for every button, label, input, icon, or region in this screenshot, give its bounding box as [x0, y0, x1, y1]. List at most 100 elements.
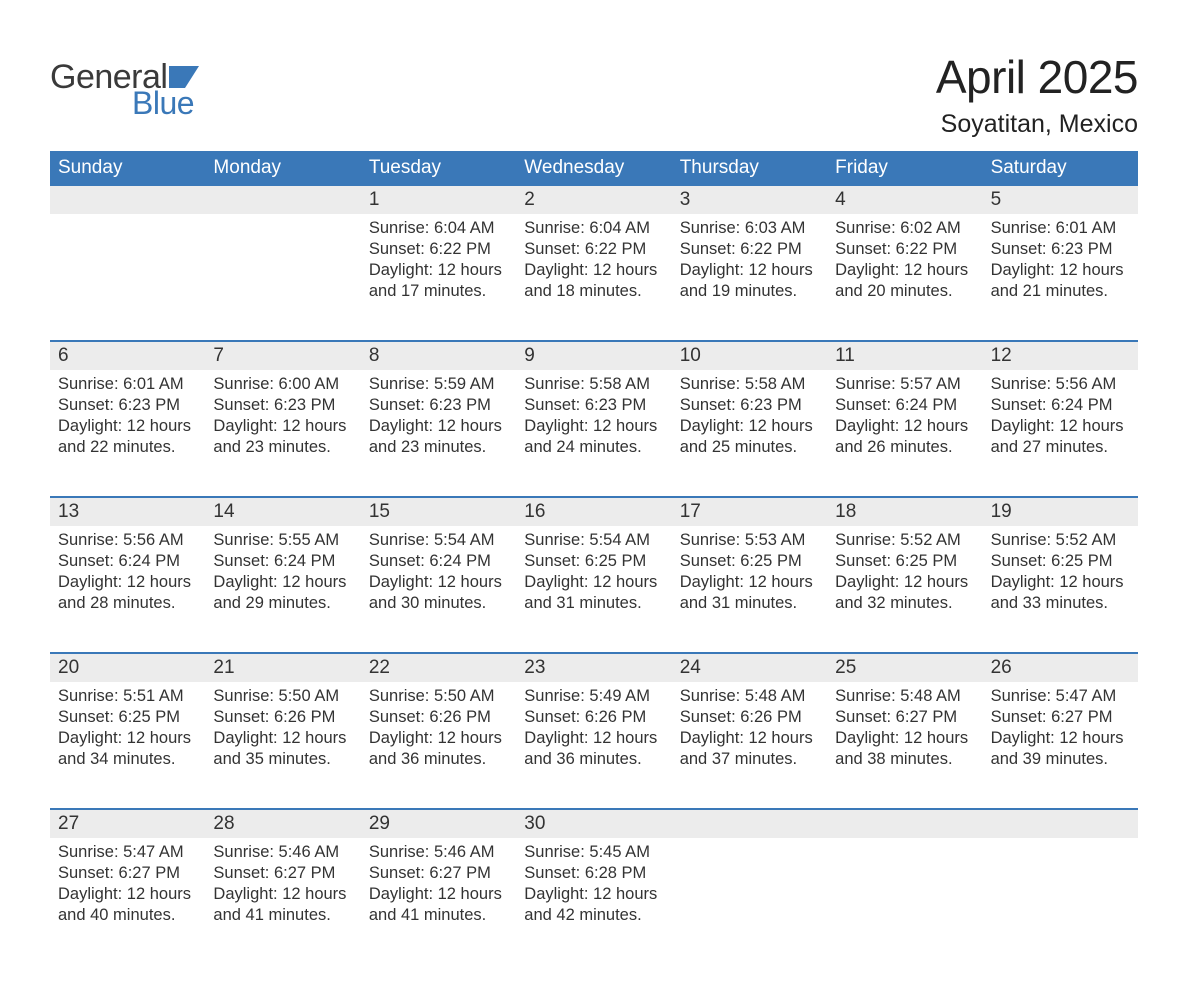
day-content — [205, 214, 360, 324]
sunrise-line: Sunrise: 5:48 AM — [835, 686, 974, 707]
day-content: Sunrise: 5:47 AMSunset: 6:27 PMDaylight:… — [50, 838, 205, 948]
sunrise-line: Sunrise: 5:56 AM — [991, 374, 1130, 395]
day-number: 11 — [827, 342, 982, 370]
day-content: Sunrise: 5:50 AMSunset: 6:26 PMDaylight:… — [361, 682, 516, 792]
day-number: 17 — [672, 498, 827, 526]
sunset-line: Sunset: 6:27 PM — [991, 707, 1130, 728]
day-content: Sunrise: 5:48 AMSunset: 6:26 PMDaylight:… — [672, 682, 827, 792]
sunrise-line: Sunrise: 6:02 AM — [835, 218, 974, 239]
sunrise-line: Sunrise: 5:46 AM — [369, 842, 508, 863]
logo: General Blue — [50, 58, 199, 122]
sunrise-line: Sunrise: 5:50 AM — [369, 686, 508, 707]
day-number: 6 — [50, 342, 205, 370]
day-number: 14 — [205, 498, 360, 526]
weekday-header-cell: Sunday — [50, 151, 205, 186]
sunrise-line: Sunrise: 6:01 AM — [991, 218, 1130, 239]
sunset-line: Sunset: 6:27 PM — [835, 707, 974, 728]
day-content: Sunrise: 6:04 AMSunset: 6:22 PMDaylight:… — [361, 214, 516, 324]
day-number: 1 — [361, 186, 516, 214]
weekday-header-cell: Friday — [827, 151, 982, 186]
day-number — [50, 186, 205, 214]
day-content: Sunrise: 5:54 AMSunset: 6:25 PMDaylight:… — [516, 526, 671, 636]
day-content: Sunrise: 6:03 AMSunset: 6:22 PMDaylight:… — [672, 214, 827, 324]
day-number: 13 — [50, 498, 205, 526]
sunset-line: Sunset: 6:22 PM — [680, 239, 819, 260]
daylight-line: Daylight: 12 hours and 36 minutes. — [369, 728, 508, 770]
day-number: 9 — [516, 342, 671, 370]
day-content: Sunrise: 5:46 AMSunset: 6:27 PMDaylight:… — [361, 838, 516, 948]
sunset-line: Sunset: 6:27 PM — [369, 863, 508, 884]
sunrise-line: Sunrise: 6:04 AM — [369, 218, 508, 239]
sunrise-line: Sunrise: 5:57 AM — [835, 374, 974, 395]
sunrise-line: Sunrise: 5:48 AM — [680, 686, 819, 707]
day-content: Sunrise: 5:51 AMSunset: 6:25 PMDaylight:… — [50, 682, 205, 792]
sunset-line: Sunset: 6:23 PM — [991, 239, 1130, 260]
logo-text-blue: Blue — [132, 85, 199, 122]
day-number: 7 — [205, 342, 360, 370]
day-number: 8 — [361, 342, 516, 370]
day-content: Sunrise: 5:57 AMSunset: 6:24 PMDaylight:… — [827, 370, 982, 480]
daylight-line: Daylight: 12 hours and 24 minutes. — [524, 416, 663, 458]
sunrise-line: Sunrise: 5:49 AM — [524, 686, 663, 707]
day-number — [672, 810, 827, 838]
sunrise-line: Sunrise: 5:54 AM — [524, 530, 663, 551]
sunset-line: Sunset: 6:23 PM — [213, 395, 352, 416]
weekday-header-cell: Wednesday — [516, 151, 671, 186]
calendar: SundayMondayTuesdayWednesdayThursdayFrid… — [50, 151, 1138, 948]
sunset-line: Sunset: 6:25 PM — [680, 551, 819, 572]
daylight-line: Daylight: 12 hours and 37 minutes. — [680, 728, 819, 770]
day-number: 26 — [983, 654, 1138, 682]
day-content: Sunrise: 5:55 AMSunset: 6:24 PMDaylight:… — [205, 526, 360, 636]
sunset-line: Sunset: 6:23 PM — [524, 395, 663, 416]
day-content: Sunrise: 5:53 AMSunset: 6:25 PMDaylight:… — [672, 526, 827, 636]
daylight-line: Daylight: 12 hours and 20 minutes. — [835, 260, 974, 302]
day-content: Sunrise: 5:46 AMSunset: 6:27 PMDaylight:… — [205, 838, 360, 948]
day-content: Sunrise: 5:50 AMSunset: 6:26 PMDaylight:… — [205, 682, 360, 792]
daylight-line: Daylight: 12 hours and 38 minutes. — [835, 728, 974, 770]
sunrise-line: Sunrise: 5:50 AM — [213, 686, 352, 707]
sunrise-line: Sunrise: 5:53 AM — [680, 530, 819, 551]
sunset-line: Sunset: 6:26 PM — [369, 707, 508, 728]
sunset-line: Sunset: 6:23 PM — [369, 395, 508, 416]
sunset-line: Sunset: 6:27 PM — [58, 863, 197, 884]
day-number: 16 — [516, 498, 671, 526]
day-content: Sunrise: 5:52 AMSunset: 6:25 PMDaylight:… — [827, 526, 982, 636]
sunrise-line: Sunrise: 6:00 AM — [213, 374, 352, 395]
day-content — [827, 838, 982, 948]
day-number: 21 — [205, 654, 360, 682]
sunset-line: Sunset: 6:24 PM — [213, 551, 352, 572]
sunset-line: Sunset: 6:25 PM — [524, 551, 663, 572]
sunset-line: Sunset: 6:24 PM — [991, 395, 1130, 416]
sunrise-line: Sunrise: 5:55 AM — [213, 530, 352, 551]
day-number: 24 — [672, 654, 827, 682]
daylight-line: Daylight: 12 hours and 28 minutes. — [58, 572, 197, 614]
daylight-line: Daylight: 12 hours and 26 minutes. — [835, 416, 974, 458]
day-content: Sunrise: 5:49 AMSunset: 6:26 PMDaylight:… — [516, 682, 671, 792]
day-content: Sunrise: 6:00 AMSunset: 6:23 PMDaylight:… — [205, 370, 360, 480]
daylight-line: Daylight: 12 hours and 21 minutes. — [991, 260, 1130, 302]
day-number: 20 — [50, 654, 205, 682]
daylight-line: Daylight: 12 hours and 36 minutes. — [524, 728, 663, 770]
daylight-line: Daylight: 12 hours and 27 minutes. — [991, 416, 1130, 458]
daylight-line: Daylight: 12 hours and 29 minutes. — [213, 572, 352, 614]
day-number: 22 — [361, 654, 516, 682]
sunset-line: Sunset: 6:22 PM — [369, 239, 508, 260]
day-number — [983, 810, 1138, 838]
day-number: 28 — [205, 810, 360, 838]
day-number: 10 — [672, 342, 827, 370]
location-subtitle: Soyatitan, Mexico — [936, 110, 1138, 139]
sunrise-line: Sunrise: 5:45 AM — [524, 842, 663, 863]
day-number: 19 — [983, 498, 1138, 526]
weekday-header-cell: Saturday — [983, 151, 1138, 186]
day-number: 2 — [516, 186, 671, 214]
sunset-line: Sunset: 6:23 PM — [680, 395, 819, 416]
weekday-header-cell: Monday — [205, 151, 360, 186]
day-content — [50, 214, 205, 324]
sunrise-line: Sunrise: 5:59 AM — [369, 374, 508, 395]
sunset-line: Sunset: 6:25 PM — [58, 707, 197, 728]
calendar-week: 6789101112Sunrise: 6:01 AMSunset: 6:23 P… — [50, 340, 1138, 480]
weekday-header-cell: Thursday — [672, 151, 827, 186]
sunrise-line: Sunrise: 5:46 AM — [213, 842, 352, 863]
sunset-line: Sunset: 6:25 PM — [991, 551, 1130, 572]
day-number: 29 — [361, 810, 516, 838]
